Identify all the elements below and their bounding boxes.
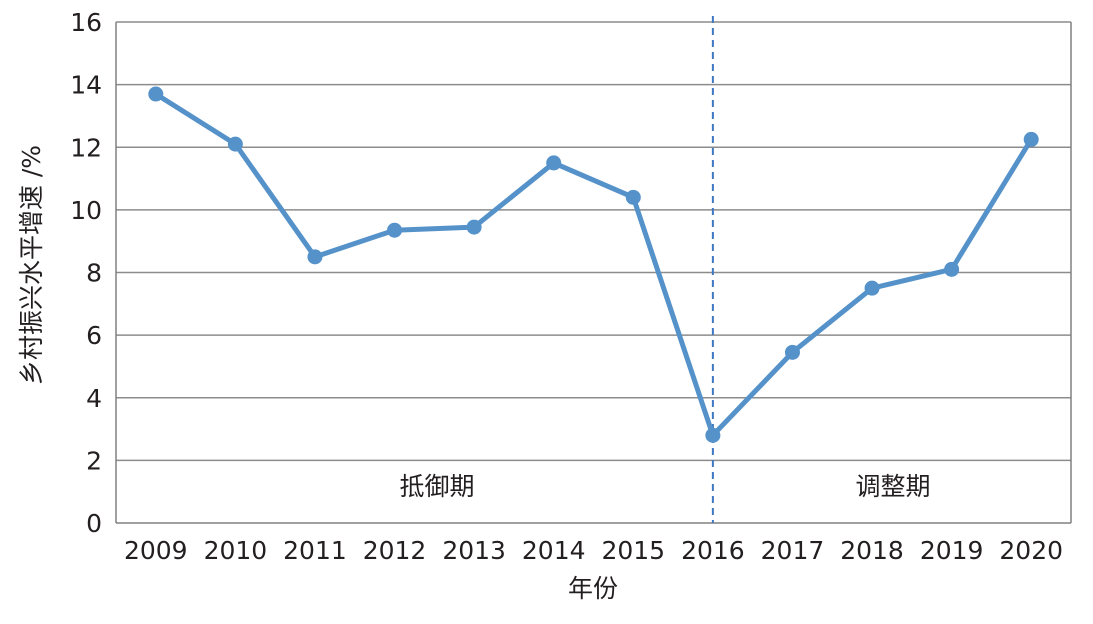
phase-label-right: 调整期 [855,472,930,501]
data-point [784,344,800,360]
x-tick-label: 2013 [442,536,506,565]
x-tick-label: 2010 [204,536,268,565]
series-line [153,91,1034,438]
data-point [466,219,482,235]
data-point [148,86,164,102]
x-tick-label: 2019 [920,536,984,565]
y-tick-label: 6 [86,321,102,350]
y-tick-label: 4 [86,384,102,413]
data-point [944,261,960,277]
x-tick-label: 2017 [761,536,825,565]
y-tick-label: 16 [70,8,102,37]
x-tick-label: 2014 [522,536,586,565]
data-point [387,222,403,238]
x-tick-labels: 2009 2010 2011 2012 2013 2014 2015 2016 2017 2018… [124,536,1063,565]
data-point [546,155,562,171]
x-axis-title: 年份 [568,574,618,603]
y-tick-labels: 0 2 4 6 8 10 12 14 16 [70,8,102,538]
y-tick-label: 14 [70,71,102,100]
x-tick-label: 2012 [363,536,427,565]
y-tick-label: 0 [86,509,102,538]
phase-label-left: 抵御期 [399,472,474,501]
data-point [625,189,641,205]
data-point [705,427,721,443]
x-tick-label: 2020 [999,536,1063,565]
x-tick-label: 2015 [601,536,665,565]
data-point [307,249,323,265]
data-point [1023,131,1039,147]
series-group [148,86,1039,443]
x-tick-label: 2016 [681,536,745,565]
data-point [227,136,243,152]
grid-lines [115,21,1072,524]
x-tick-label: 2009 [124,536,188,565]
x-tick-label: 2011 [283,536,347,565]
y-tick-label: 2 [86,446,102,475]
y-axis-title: 乡村振兴水平增速 /% [17,145,46,385]
y-tick-label: 8 [86,259,102,288]
y-tick-label: 12 [70,133,102,162]
data-point [864,280,880,296]
x-tick-label: 2018 [840,536,904,565]
y-tick-label: 10 [70,196,102,225]
